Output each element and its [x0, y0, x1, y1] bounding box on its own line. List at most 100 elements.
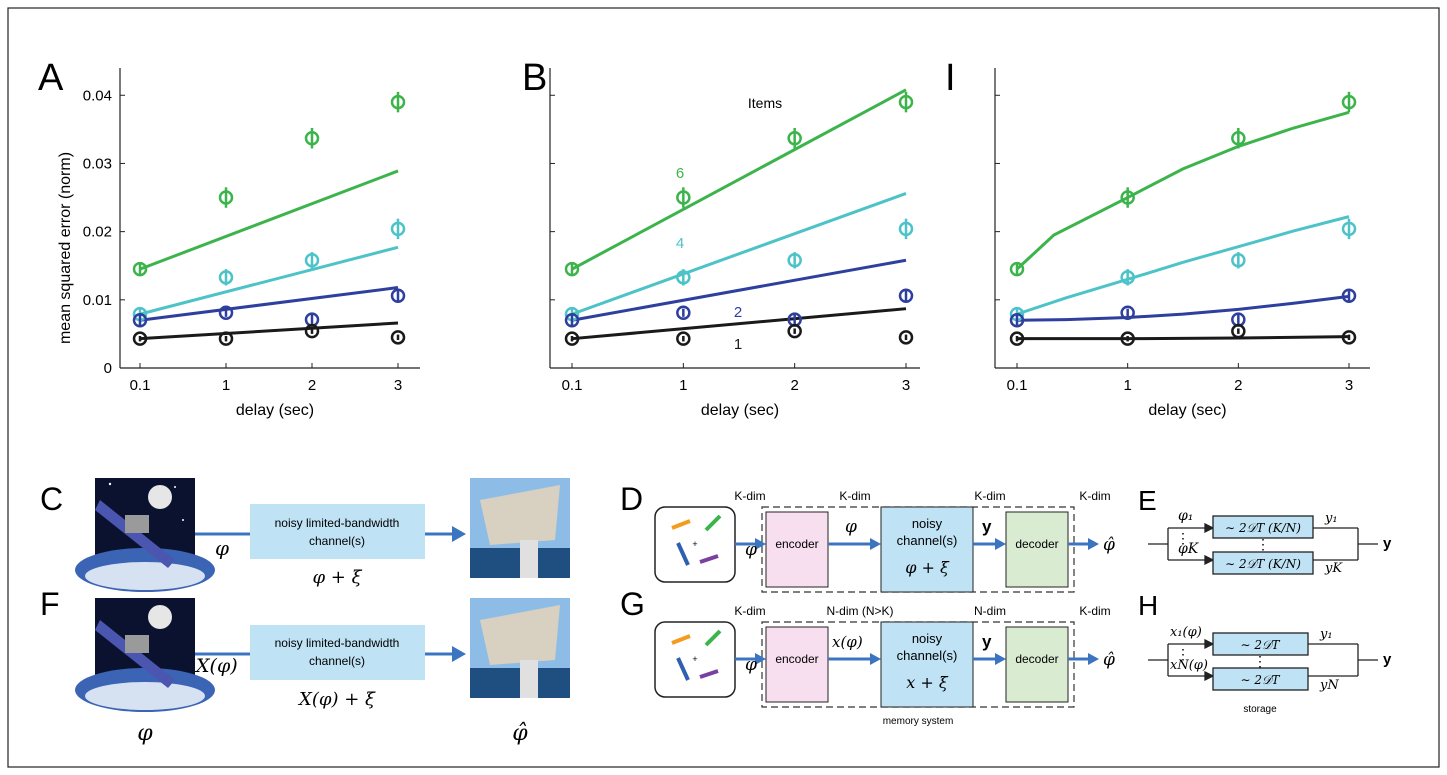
- data-point-items-6: [218, 190, 234, 205]
- fit-line-items-6: [139, 169, 399, 271]
- svg-text:⋮: ⋮: [1176, 646, 1190, 662]
- e-box-bottom-label: ∼ 2𝒟T (K/N): [1225, 557, 1301, 571]
- chart-panel-A: 0.1 1 2 3 0 0.01 0.02 0.03 0.04 delay (sec) mean s…: [57, 68, 420, 419]
- h-box-top-label: ∼ 2𝒟T: [1240, 638, 1280, 652]
- panel-H: [1148, 632, 1378, 691]
- g-channel-formula: x + ξ: [906, 673, 949, 692]
- x-tick-label: 0.1: [562, 377, 583, 394]
- d-dim-2: K-dim: [839, 489, 870, 503]
- svg-text:⋮: ⋮: [1253, 653, 1267, 669]
- c-output-formula: φ + ξ: [312, 567, 362, 588]
- d-dim-4: K-dim: [1079, 489, 1110, 503]
- data-point-items-1: [304, 323, 320, 339]
- data-point-items-1: [564, 331, 580, 346]
- panel-E-text: φ₁ φK ⋮ ∼ 2𝒟T (K/N) ∼ 2𝒟T (K/N) ⋮ y₁ yK …: [1176, 508, 1392, 576]
- data-point-items-6: [1120, 190, 1135, 205]
- y-tick-label: 0: [104, 360, 112, 377]
- data-point-items-4: [898, 221, 914, 237]
- e-box-top-label: ∼ 2𝒟T (K/N): [1225, 521, 1301, 535]
- data-point-items-4: [1231, 253, 1246, 268]
- data-point-items-1: [132, 331, 148, 346]
- e-output: y: [1383, 535, 1392, 552]
- x-tick-label: 2: [790, 377, 798, 394]
- panel-G: K-dim N-dim (N>K) N-dim K-dim + φ encode…: [654, 604, 1115, 727]
- d-sym-mid: φ: [845, 517, 857, 537]
- x-tick-label: 1: [222, 377, 230, 394]
- x-tick-label: 0.1: [1007, 377, 1028, 394]
- g-sym-in: φ: [745, 655, 757, 675]
- f-estimate-symbol: φ̂: [512, 721, 528, 746]
- data-point-items-2: [218, 305, 234, 321]
- fit-line-items-1: [139, 321, 399, 341]
- d-decoder-label: decoder: [1015, 537, 1058, 551]
- h-box-bottom: [1212, 667, 1309, 691]
- fit-line-items-4: [139, 245, 399, 316]
- data-point-items-6: [676, 190, 691, 205]
- d-decoder-box: [1005, 511, 1069, 588]
- c-input-symbol: φ: [215, 536, 229, 560]
- g-decoder-label: decoder: [1015, 652, 1058, 666]
- g-dim-1: K-dim: [734, 604, 765, 618]
- f-channel-label-line2: channel(s): [309, 654, 365, 668]
- g-channel-box: [880, 621, 974, 708]
- data-point-items-2: [132, 313, 148, 328]
- g-dim-4: K-dim: [1079, 604, 1110, 618]
- x-tick-label: 3: [1345, 377, 1353, 394]
- satellite-image-f: [75, 598, 215, 712]
- data-point-items-4: [676, 270, 691, 285]
- g-dim-3: N-dim: [974, 604, 1006, 618]
- d-dim-1: K-dim: [734, 489, 765, 503]
- fit-line-items-6: [1015, 110, 1350, 271]
- dish-image: [470, 478, 570, 578]
- svg-text:⋮: ⋮: [1256, 536, 1270, 552]
- c-channel-box: [250, 504, 425, 559]
- panel-H-text: x₁(φ) xN(φ) ⋮ ∼ 2𝒟T ∼ 2𝒟T ⋮ y₁ yN y stor…: [1170, 625, 1392, 715]
- panel-letter-A: A: [38, 57, 64, 99]
- g-channel-label-2: channel(s): [897, 648, 958, 663]
- x-tick-label: 1: [679, 377, 687, 394]
- fit-line-items-2: [1016, 294, 1350, 322]
- y-tick-label: 0.03: [83, 155, 112, 172]
- d-channel-label-1: noisy: [912, 516, 943, 531]
- panel-letter-H: H: [1138, 590, 1158, 621]
- data-point-items-2: [898, 288, 914, 303]
- chart-panel-I: 0.1 1 2 3 delay (sec): [994, 68, 1370, 419]
- c-channel-label-line2: channel(s): [309, 534, 365, 548]
- d-sym-y: y: [982, 517, 992, 536]
- dish-image-f: [470, 598, 570, 698]
- d-sym-in: φ: [745, 540, 757, 560]
- panel-letter-B: B: [522, 57, 547, 99]
- data-point-items-1: [1009, 331, 1025, 346]
- data-point-items-6: [1009, 261, 1025, 277]
- panel-letter-F: F: [40, 586, 60, 622]
- c-arrow-head: [452, 526, 466, 542]
- legend-label-items-2: 2: [734, 304, 742, 321]
- data-point-items-2: [676, 305, 691, 321]
- g-sym-out: φ̂: [1103, 650, 1115, 670]
- data-point-items-2: [1009, 313, 1025, 328]
- h-out-bottom: yN: [1319, 678, 1339, 693]
- fit-line-items-2: [139, 286, 399, 322]
- g-decoder-box: [1005, 626, 1069, 703]
- data-point-items-6: [898, 94, 914, 110]
- svg-text:+: +: [692, 654, 697, 664]
- legend-title: Items: [748, 95, 782, 111]
- y-tick-label: 0.04: [83, 87, 112, 104]
- legend-label-items-6: 6: [676, 165, 684, 182]
- data-point-items-4: [1120, 270, 1135, 285]
- x-tick-label: 1: [1123, 377, 1131, 394]
- f-arrow-head: [452, 646, 466, 662]
- fit-line-items-4: [571, 192, 907, 316]
- data-point-items-4: [390, 221, 406, 237]
- panel-letter-G: G: [620, 586, 645, 622]
- h-caption: storage: [1243, 704, 1277, 715]
- g-encoder-box: [765, 626, 829, 703]
- data-point-items-1: [218, 331, 234, 346]
- data-point-items-4: [304, 253, 320, 268]
- g-sym-y: y: [982, 632, 992, 651]
- legend-label-items-4: 4: [676, 235, 684, 252]
- e-out-bottom: yK: [1324, 561, 1343, 576]
- y-axis-label: mean squared error (norm): [57, 152, 74, 344]
- h-in-top: x₁(φ): [1170, 625, 1202, 640]
